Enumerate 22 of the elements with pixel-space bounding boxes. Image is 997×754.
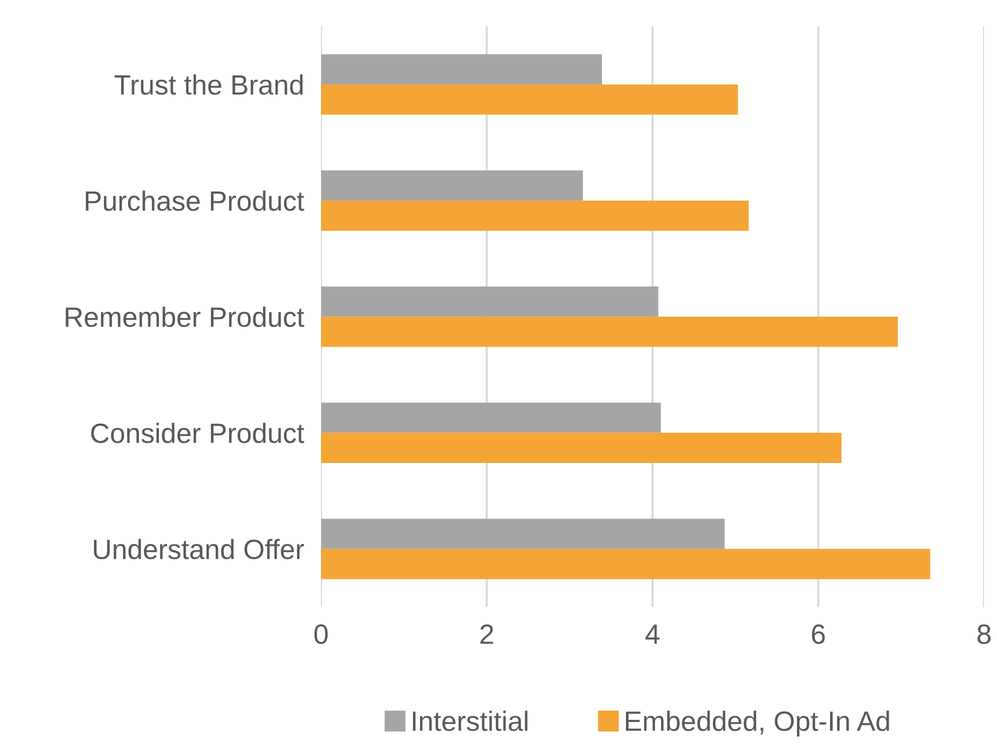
x-tick-label: 0 xyxy=(314,624,328,644)
bar xyxy=(321,548,930,580)
x-tick-label: 8 xyxy=(978,624,991,644)
bar xyxy=(321,402,661,433)
legend-label: Interstitial xyxy=(412,710,528,732)
bar xyxy=(321,518,725,549)
legend-label: Embedded, Opt-In Ad xyxy=(626,710,890,737)
bar xyxy=(321,316,898,347)
bar xyxy=(321,54,602,84)
y-tick-label: Consider Product xyxy=(91,422,304,444)
bar xyxy=(321,170,583,201)
x-tick-label: 6 xyxy=(812,624,825,644)
x-tick-label: 2 xyxy=(480,624,494,644)
bar xyxy=(321,200,749,231)
y-tick-label: Purchase Product xyxy=(86,190,304,211)
bar xyxy=(321,432,842,463)
x-tick-label: 4 xyxy=(645,624,660,644)
bar xyxy=(321,84,738,115)
bar xyxy=(321,286,658,317)
y-tick-label: Understand Offer xyxy=(94,538,304,560)
y-tick-label: Trust the Brand xyxy=(114,74,303,95)
y-tick-label: Remember Product xyxy=(66,306,304,328)
